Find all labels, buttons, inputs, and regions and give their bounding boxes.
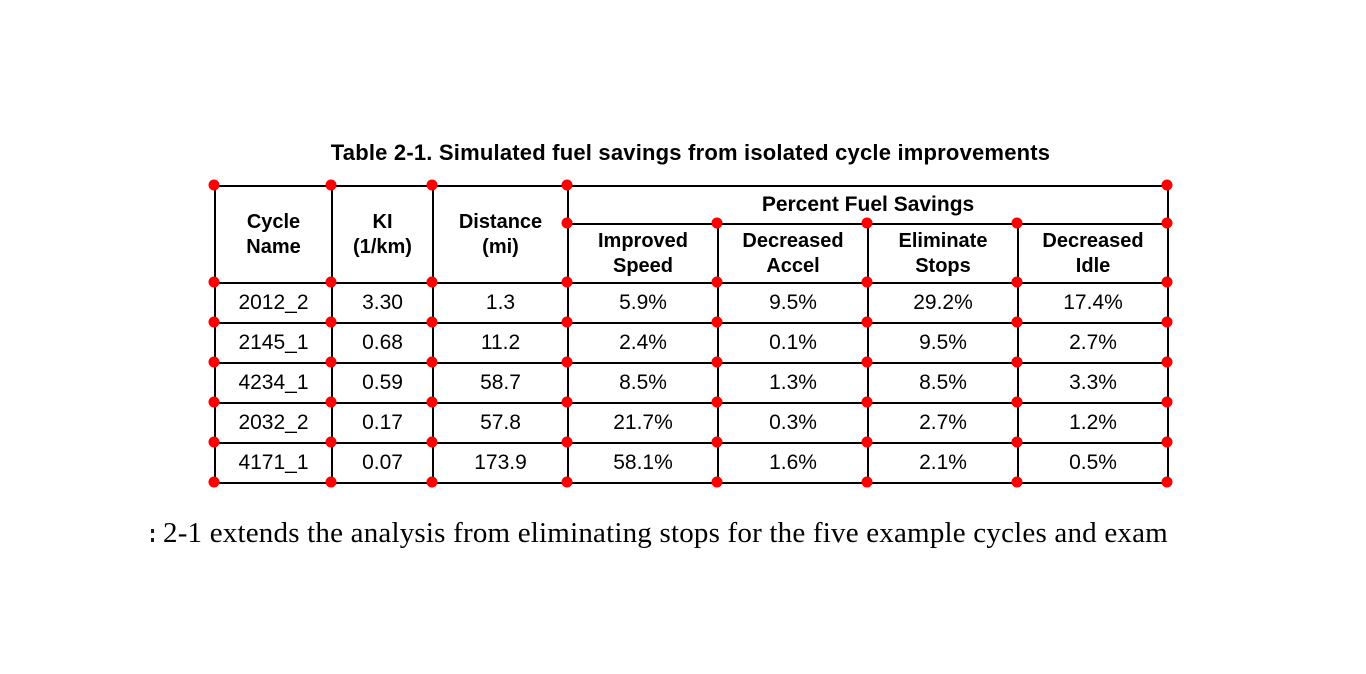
cell-improved-speed: 2.4% xyxy=(567,322,719,364)
cell-decreased-idle: 3.3% xyxy=(1016,362,1170,404)
cell-improved-speed: 5.9% xyxy=(567,282,719,324)
cell-decreased-accel: 9.5% xyxy=(717,282,869,324)
cell-decreased-idle: 0.5% xyxy=(1016,442,1170,484)
cell-improved-speed: 58.1% xyxy=(567,442,719,484)
cell-distance: 57.8 xyxy=(432,402,569,444)
cell-distance: 58.7 xyxy=(432,362,569,404)
cell-decreased-idle: 17.4% xyxy=(1016,282,1170,324)
column-header-distance: Distance (mi) xyxy=(432,185,569,284)
table-row: 4234_1 0.59 58.7 8.5% 1.3% 8.5% 3.3% xyxy=(214,362,1170,404)
column-header-eliminate-stops: Eliminate Stops xyxy=(867,223,1019,284)
cell-cycle-name: 2145_1 xyxy=(214,322,333,364)
column-header-cycle-name: Cycle Name xyxy=(214,185,333,284)
cell-eliminate-stops: 2.7% xyxy=(867,402,1019,444)
paragraph-text: 2-1 extends the analysis from eliminatin… xyxy=(163,517,1168,549)
table-caption: Table 2-1. Simulated fuel savings from i… xyxy=(330,140,1051,165)
cell-decreased-accel: 0.1% xyxy=(717,322,869,364)
cell-ki: 0.07 xyxy=(331,442,434,484)
cell-decreased-accel: 1.6% xyxy=(717,442,869,484)
cell-distance: 173.9 xyxy=(432,442,569,484)
cell-eliminate-stops: 9.5% xyxy=(867,322,1019,364)
fragment-dot xyxy=(151,529,154,533)
cell-cycle-name: 4234_1 xyxy=(214,362,333,404)
cell-ki: 0.59 xyxy=(331,362,434,404)
cell-decreased-accel: 1.3% xyxy=(717,362,869,404)
cell-distance: 11.2 xyxy=(432,322,569,364)
column-header-decreased-idle: Decreased Idle xyxy=(1016,223,1170,284)
column-header-improved-speed: Improved Speed xyxy=(567,223,719,284)
cell-improved-speed: 8.5% xyxy=(567,362,719,404)
clipped-character-fragment xyxy=(151,529,155,543)
column-header-ki: KI (1/km) xyxy=(331,185,434,284)
cell-decreased-idle: 1.2% xyxy=(1016,402,1170,444)
cell-improved-speed: 21.7% xyxy=(567,402,719,444)
cell-eliminate-stops: 29.2% xyxy=(867,282,1019,324)
cell-distance: 1.3 xyxy=(432,282,569,324)
fragment-dot xyxy=(151,538,154,542)
column-header-decreased-accel: Decreased Accel xyxy=(717,223,869,284)
cell-cycle-name: 2032_2 xyxy=(214,402,333,444)
table-row: 2012_2 3.30 1.3 5.9% 9.5% 29.2% 17.4% xyxy=(214,282,1170,324)
cell-cycle-name: 2012_2 xyxy=(214,282,333,324)
cell-ki: 0.17 xyxy=(331,402,434,444)
cell-decreased-idle: 2.7% xyxy=(1016,322,1170,364)
group-header-percent-fuel-savings: Percent Fuel Savings xyxy=(566,185,1170,225)
table-row: 2145_1 0.68 11.2 2.4% 0.1% 9.5% 2.7% xyxy=(214,322,1170,364)
table-row: 4171_1 0.07 173.9 58.1% 1.6% 2.1% 0.5% xyxy=(214,442,1170,484)
table-row: 2032_2 0.17 57.8 21.7% 0.3% 2.7% 1.2% xyxy=(214,402,1170,444)
cell-decreased-accel: 0.3% xyxy=(717,402,869,444)
cell-ki: 0.68 xyxy=(331,322,434,364)
fuel-savings-table: Cycle Name KI (1/km) Distance (mi) Perce… xyxy=(214,185,1170,484)
cell-cycle-name: 4171_1 xyxy=(214,442,333,484)
cell-eliminate-stops: 8.5% xyxy=(867,362,1019,404)
cell-ki: 3.30 xyxy=(331,282,434,324)
cell-eliminate-stops: 2.1% xyxy=(867,442,1019,484)
